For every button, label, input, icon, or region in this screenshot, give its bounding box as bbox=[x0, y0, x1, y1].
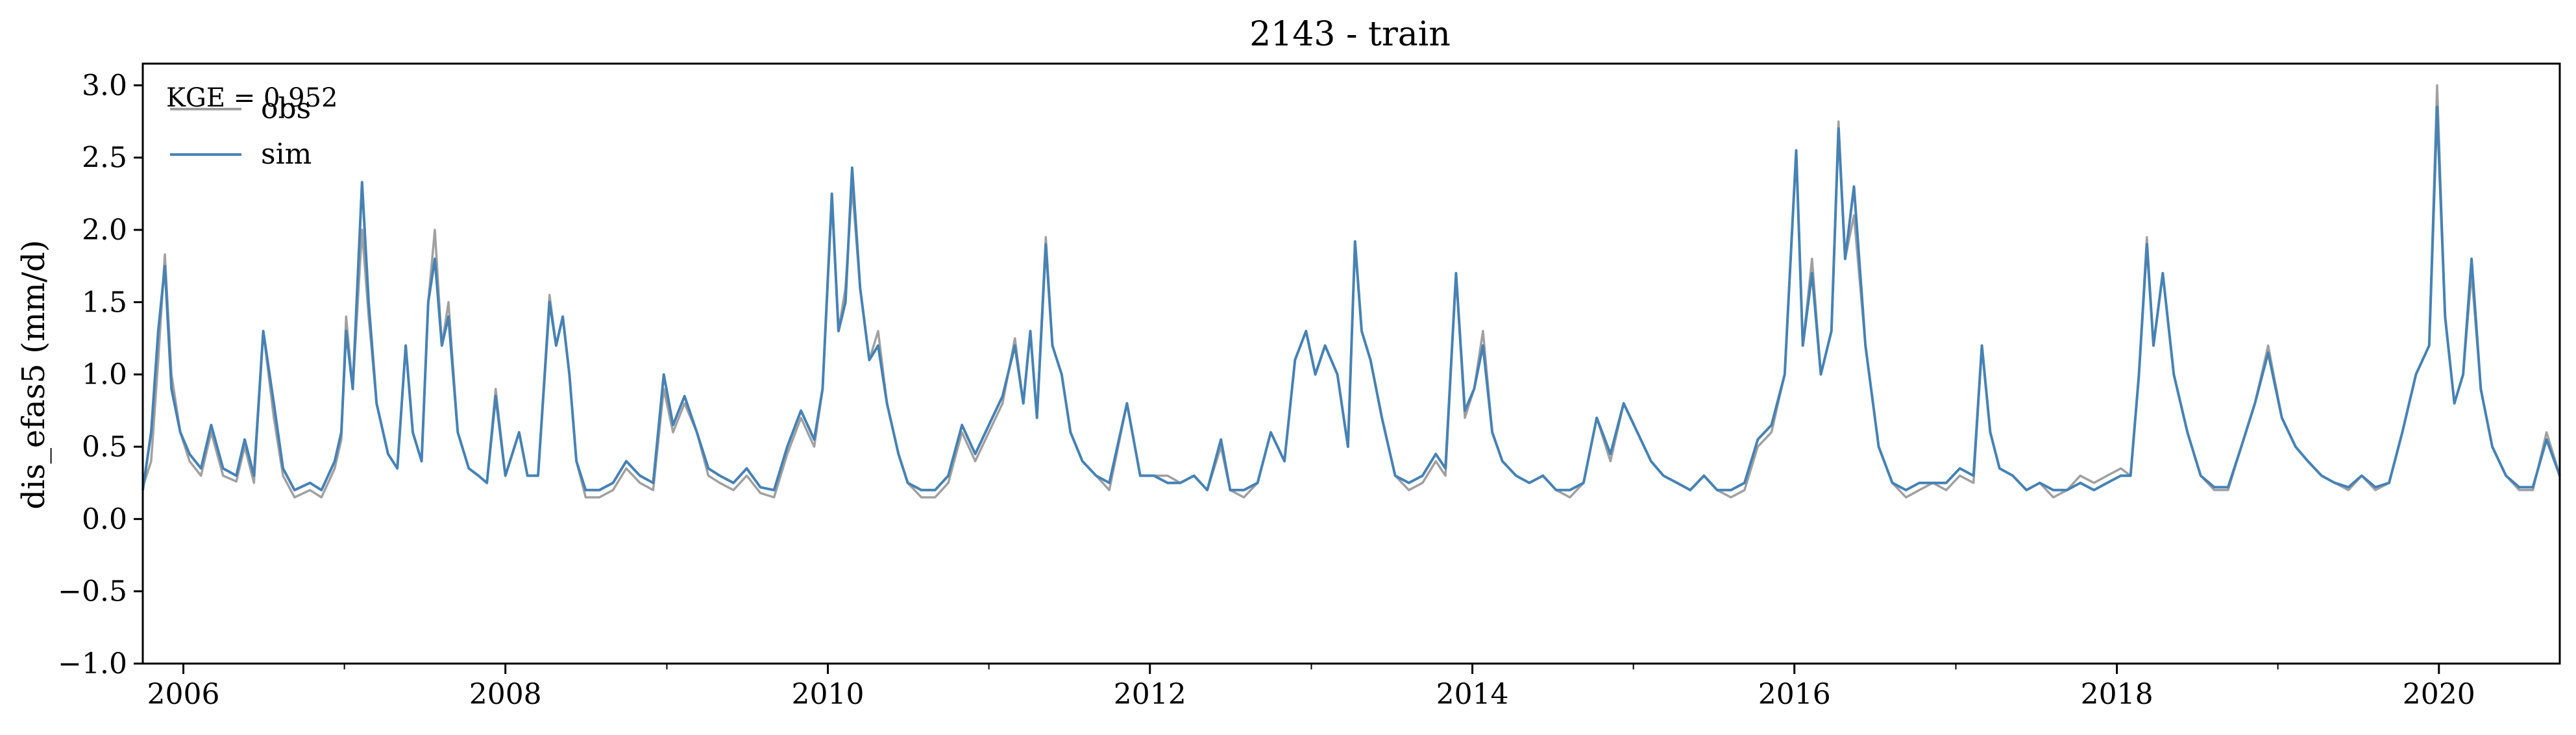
x-tick-label: 2008 bbox=[469, 678, 542, 711]
y-tick-label: 1.5 bbox=[82, 286, 127, 319]
chart-title: 2143 - train bbox=[1249, 15, 1451, 54]
series-layer bbox=[141, 84, 2561, 499]
y-tick-label: 2.0 bbox=[82, 214, 127, 247]
kge-annotation: KGE = 0.952 bbox=[166, 83, 338, 113]
y-tick-label: 3.0 bbox=[82, 69, 127, 102]
y-axis-label: dis_efas5 (mm/d) bbox=[16, 240, 52, 509]
x-tick-label: 2010 bbox=[792, 678, 865, 711]
x-tick-label: 2006 bbox=[147, 678, 220, 711]
legend-obs-label: obs bbox=[261, 92, 311, 125]
plot-area-frame bbox=[141, 62, 2561, 665]
x-tick-label: 2012 bbox=[1114, 678, 1186, 711]
y-tick-label: −1.0 bbox=[58, 647, 127, 680]
legend: obs sim bbox=[170, 92, 312, 171]
y-tick-label: 0.0 bbox=[82, 503, 127, 536]
y-axis-ticks: −1.0 −0.5 0.0 0.5 1.0 1.5 2.0 2.5 3.0 bbox=[58, 69, 143, 680]
y-tick-label: 0.5 bbox=[82, 430, 127, 464]
legend-sim-label: sim bbox=[261, 138, 312, 171]
y-tick-label: −0.5 bbox=[58, 575, 127, 608]
series-line-sim bbox=[141, 105, 2561, 492]
x-tick-label: 2020 bbox=[2403, 678, 2475, 711]
x-axis-ticks: 2006 2008 2010 2012 2014 2016 2018 2020 bbox=[147, 664, 2475, 711]
x-tick-label: 2016 bbox=[1758, 678, 1831, 711]
y-tick-label: 1.0 bbox=[82, 358, 127, 392]
x-tick-label: 2018 bbox=[2081, 678, 2153, 711]
y-tick-label: 2.5 bbox=[82, 142, 127, 175]
x-tick-label: 2014 bbox=[1436, 678, 1509, 711]
